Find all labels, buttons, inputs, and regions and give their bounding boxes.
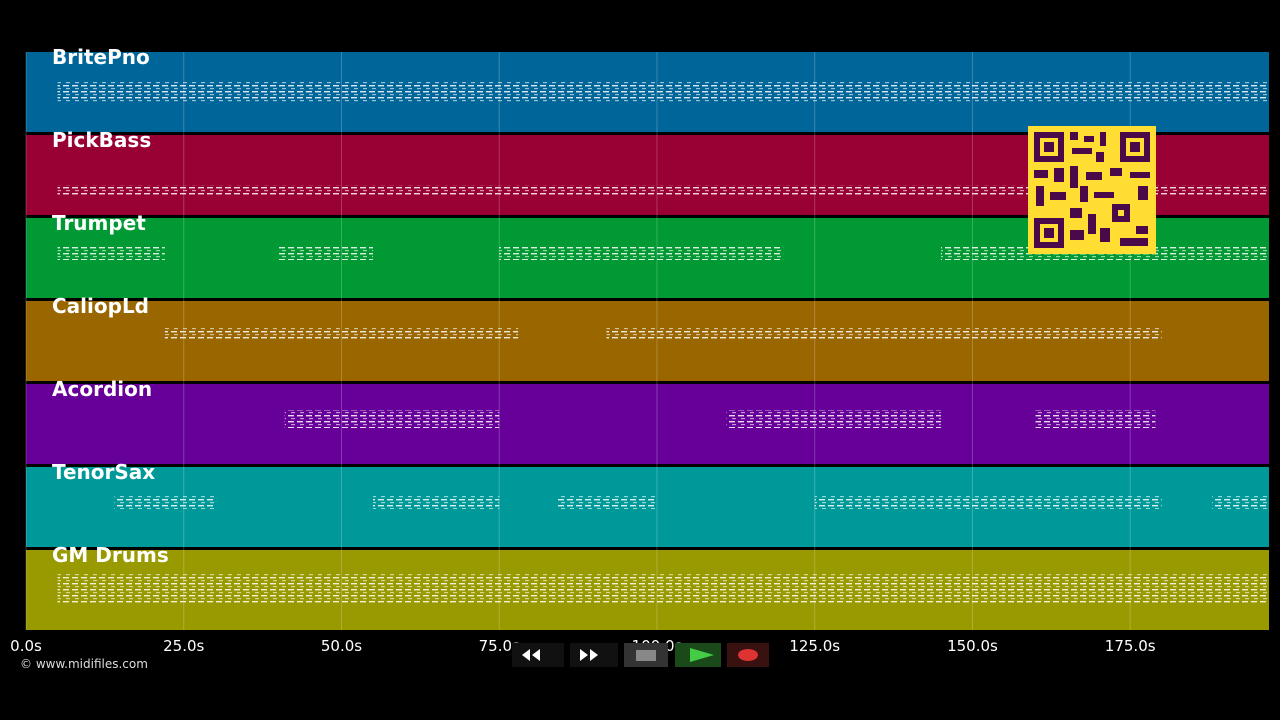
time-tick-label: 0.0s bbox=[10, 637, 42, 655]
rewind-button[interactable] bbox=[512, 643, 564, 667]
track-name: BritePno bbox=[52, 45, 150, 69]
time-tick-label: 50.0s bbox=[321, 637, 362, 655]
note-region bbox=[278, 246, 374, 260]
time-tick-label: 125.0s bbox=[789, 637, 840, 655]
copyright: © www.midifiles.com bbox=[20, 657, 148, 671]
time-tick-label: 25.0s bbox=[163, 637, 204, 655]
play-button[interactable] bbox=[675, 643, 721, 667]
fast-forward-button[interactable] bbox=[570, 643, 618, 667]
note-region bbox=[164, 327, 519, 339]
time-tick-label: 175.0s bbox=[1105, 637, 1156, 655]
track-name: CaliopLd bbox=[52, 294, 149, 318]
track-name: GM Drums bbox=[52, 543, 169, 567]
note-region bbox=[57, 82, 1270, 102]
record-button[interactable] bbox=[727, 643, 769, 667]
note-region bbox=[499, 246, 784, 260]
track-lane bbox=[26, 301, 1269, 381]
qr-code bbox=[1028, 126, 1156, 254]
note-region bbox=[556, 495, 657, 509]
note-region bbox=[1212, 495, 1269, 509]
track-name: Trumpet bbox=[52, 211, 146, 235]
time-tick-label: 150.0s bbox=[947, 637, 998, 655]
note-region bbox=[814, 495, 1162, 509]
note-region bbox=[114, 495, 216, 509]
note-region bbox=[1035, 410, 1156, 428]
track-name: TenorSax bbox=[52, 460, 155, 484]
stop-button[interactable] bbox=[624, 643, 668, 667]
note-region bbox=[57, 246, 165, 260]
transport-controls bbox=[512, 643, 769, 667]
note-region bbox=[726, 410, 941, 428]
track-name: Acordion bbox=[52, 377, 152, 401]
track-name: PickBass bbox=[52, 128, 151, 152]
note-region bbox=[373, 495, 500, 509]
note-region bbox=[284, 410, 500, 428]
track-labels: BritePno PickBass Trumpet CaliopLd Acordion T… bbox=[52, 45, 169, 567]
tracks bbox=[26, 52, 1270, 630]
note-region bbox=[606, 327, 1162, 339]
note-region bbox=[57, 574, 1270, 604]
time-tick-label: 75.0s bbox=[479, 637, 520, 655]
note-region bbox=[57, 185, 1270, 195]
